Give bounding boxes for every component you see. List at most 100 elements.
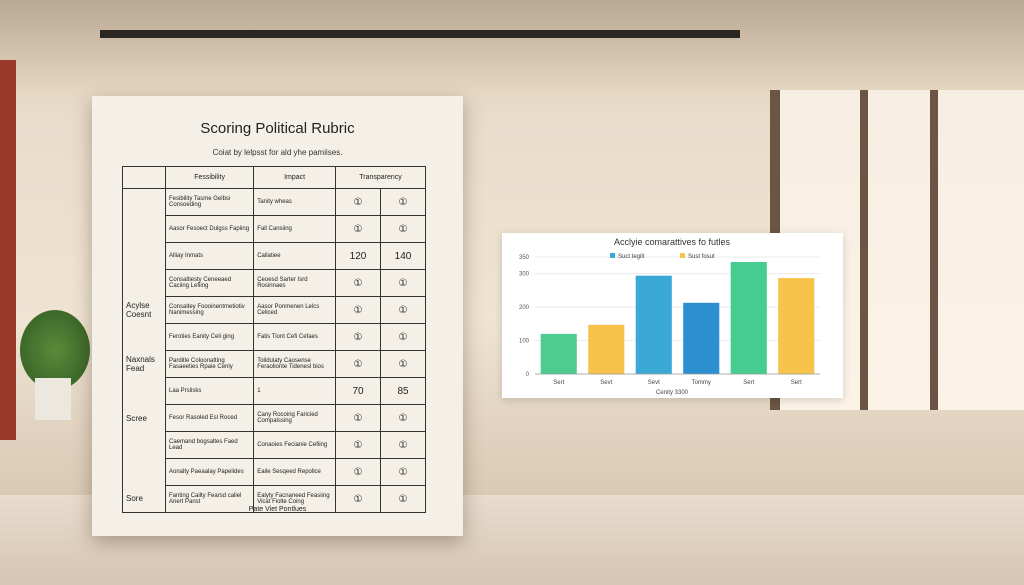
bar [635,275,672,374]
table-cell: Fall Cansiing [253,215,336,243]
table-cell: ① [380,458,426,486]
chart-card: Acclyie comarattives fo futles 0 100 200 30… [502,233,843,398]
legend-label: Sust fosut [688,254,715,260]
light-track [100,30,740,38]
legend-swatch [680,253,685,258]
table-cell: Ceoesd Sarter Isrd Rosinnaes [253,269,336,297]
pot [35,378,71,420]
group-cell [122,242,166,270]
paper-subtitle: Coiat by lelpsst for ald yhe pamiises. [212,148,343,157]
table-cell: ① [380,296,426,324]
table-cell: 1 [253,377,336,405]
bar [683,302,720,374]
rubric-paper: Scoring Political Rubric Coiat by lelpss… [92,96,463,536]
table-row: Sore Fanting Cailty Fearsd caliel Anert P… [122,485,426,513]
y-tick-label: 100 [519,339,530,345]
table-row: Acylse Coesnt Consaltey Foooinentmetiotiv… [122,296,426,324]
table-cell: Fanting Cailty Fearsd caliel Anert Panst [164,485,255,513]
table-cell: Feroties Eanity Celi ging [164,323,255,351]
header-cell: Transparency [335,166,426,189]
table-cell: ① [335,431,381,459]
chart-footer: Cenity 3300 [656,390,689,396]
y-tick-label: 350 [519,255,530,261]
header-cell [122,166,166,189]
table-cell: ① [335,188,381,216]
bar [540,333,577,374]
window-mullion [930,90,938,410]
legend-label: Suct tegilt [618,254,645,260]
table-cell: Parditle Coloonatting Fasaeeties Rpaie C… [164,350,255,378]
group-cell [122,188,166,216]
table-cell: 140 [380,242,426,270]
table-cell: Tolidulaty Caosense Feraolionte Tidenesl… [253,350,336,378]
group-cell: Naxnals Fead [122,350,166,378]
table-cell: ① [335,485,381,513]
table-cell: Caemand bogsaltes Faed Lead [164,431,255,459]
table-cell: ① [380,404,426,432]
y-tick-label: 300 [519,272,530,278]
x-tick-label: Sevt [648,380,660,386]
table-cell: ① [335,323,381,351]
table-cell: ① [335,458,381,486]
y-tick-label: 200 [519,305,530,311]
x-tick-label: Sert [743,380,754,386]
group-cell: Scree [122,404,166,432]
table-cell: ① [380,431,426,459]
table-row: Naxnals Fead Parditle Coloonatting Fasaee… [122,350,426,378]
table-cell: ① [380,269,426,297]
table-cell: Callatiee [253,242,336,270]
table-row: Caemand bogsaltes Faed Lead Conaoies Feci… [122,431,426,459]
table-cell: ① [380,323,426,351]
group-cell [122,215,166,243]
table-row: Alliay Inmats Callatiee 120 140 [122,242,426,270]
table-cell: Fesibility Tasme Gelbsi Consoeding [164,188,255,216]
table-cell: ① [380,215,426,243]
group-cell [122,323,166,351]
x-tick-label: Tommy [692,380,711,386]
table-cell: Fesor Rasoled Esl Roced [164,404,255,432]
rubric-table: Fessibility Impact Transparency Fesibility … [122,166,426,513]
bar [778,278,815,374]
table-cell: 85 [380,377,426,405]
table-cell: Ealyty Facnaneed Feasiing Vicat Fiolte C… [253,485,336,513]
x-tick-label: Sert [553,380,564,386]
group-cell [122,431,166,459]
table-cell: Laa Prslisks [164,377,255,405]
table-row: Consaltiesty Ceneeaed Caciing Lefiing Ceo… [122,269,426,297]
table-cell: ① [335,269,381,297]
table-row: Aasor Fesoect Dulgss Fapiing Fall Cansiin… [122,215,426,243]
table-cell: Eaile Sesqeed Repollce [253,458,336,486]
header-cell: Fessibility [164,166,255,189]
table-cell: 70 [335,377,381,405]
x-tick-label: Sert [791,380,802,386]
table-cell: Alliay Inmats [164,242,255,270]
table-cell: ① [335,350,381,378]
ceiling [0,0,1024,95]
x-tick-label: Sevt [600,380,612,386]
plant [20,310,90,390]
group-cell [122,269,166,297]
table-cell: ① [335,404,381,432]
table-cell: 120 [335,242,381,270]
table-cell: Aasor Fesoect Dulgss Fapiing [164,215,255,243]
table-cell: Consaltey Foooinentmetiotiv Nanimessing [164,296,255,324]
table-cell: ① [380,188,426,216]
header-cell: Impact [253,166,336,189]
table-row: Laa Prslisks 1 70 85 [122,377,426,405]
table-cell: Consaltiesty Ceneeaed Caciing Lefiing [164,269,255,297]
group-cell [122,377,166,405]
table-cell: Cany Rocoing Faricied Compalssing [253,404,336,432]
table-cell: ① [380,485,426,513]
bar [588,324,625,374]
table-row: Aonalty Paeaalay Papelides Eaile Sesqeed … [122,458,426,486]
group-cell: Acylse Coesnt [122,296,166,324]
group-cell: Sore [122,485,166,513]
group-cell [122,458,166,486]
chart: Acclyie comarattives fo futles 0 100 200 30… [519,237,820,396]
bar [730,262,767,374]
y-tick-label: 0 [526,372,530,378]
table-cell: Aasor Ponmenen Lelcs Celiced [253,296,336,324]
table-row: Feroties Eanity Celi ging Fatis Tiont Cef… [122,323,426,351]
table-cell: Tanity wheas [253,188,336,216]
